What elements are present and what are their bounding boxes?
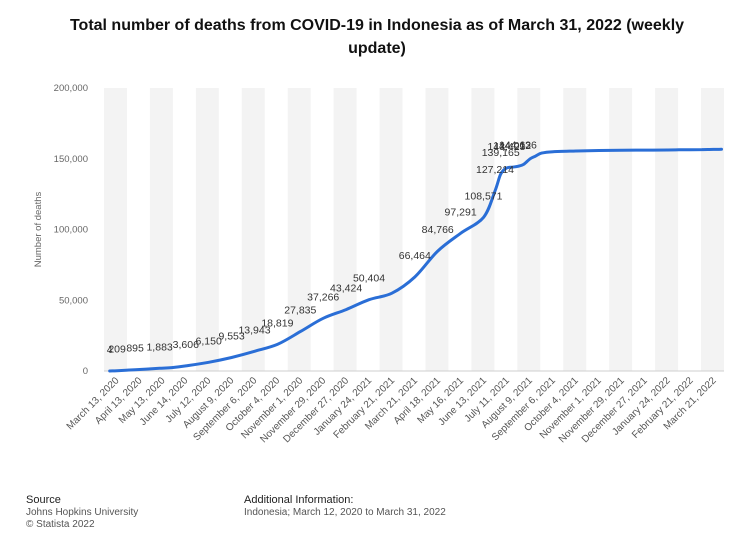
data-label: 127,214 — [476, 164, 514, 176]
grid-band — [195, 88, 219, 371]
data-label: 37,266 — [307, 291, 339, 303]
line-chart: 0 50,000 100,000 150,000 200,000 Number of de… — [33, 83, 724, 445]
data-label: 139,165 — [482, 147, 520, 159]
data-label: 144,012 — [493, 140, 531, 152]
grid-band — [517, 88, 541, 371]
grid-band — [149, 88, 173, 371]
source-line: Johns Hopkins University — [26, 506, 139, 518]
y-axis-title: Number of deaths — [33, 191, 44, 267]
additional-info-heading: Additional Information: — [244, 494, 354, 506]
y-tick-label: 0 — [83, 366, 88, 377]
copyright-line: © Statista 2022 — [26, 519, 95, 530]
grid-band — [379, 88, 403, 371]
data-label: 50,404 — [353, 273, 385, 285]
chart-title: Total number of deaths from COVID-19 in … — [69, 17, 685, 57]
data-label: 43,424 — [330, 283, 362, 295]
y-tick-label: 200,000 — [54, 83, 88, 94]
grid-band — [655, 88, 679, 371]
grid-band — [471, 88, 495, 371]
y-tick-label: 100,000 — [54, 225, 88, 236]
data-label: 18,819 — [261, 317, 293, 329]
data-label: 9,553 — [218, 330, 244, 342]
series-line — [108, 147, 723, 373]
grid-band — [425, 88, 449, 371]
source-heading: Source — [26, 494, 61, 506]
y-tick-label: 50,000 — [59, 295, 88, 306]
grid-band — [104, 88, 127, 371]
data-label: 27,835 — [284, 305, 316, 317]
grid-band — [333, 88, 357, 371]
additional-info-block: Additional Information: Indonesia; March… — [244, 494, 446, 519]
data-label: 1,883 — [146, 341, 172, 353]
data-label: 97,291 — [445, 206, 477, 218]
grid-band — [241, 88, 265, 371]
data-label: 66,464 — [399, 250, 431, 262]
data-label: 209 — [108, 344, 126, 356]
source-block: Source Johns Hopkins University © Statis… — [26, 494, 138, 532]
grid-band — [609, 88, 633, 371]
data-label: 108,571 — [465, 190, 503, 202]
data-label: 3,606 — [173, 339, 199, 351]
data-label: 144,636 — [499, 139, 537, 151]
grid-band — [701, 88, 724, 371]
data-label: 143,423 — [487, 141, 525, 153]
data-label: 4 — [107, 344, 113, 356]
y-tick-label: 150,000 — [54, 154, 88, 165]
data-label: 6,150 — [196, 335, 222, 347]
data-label: 895 — [126, 343, 144, 355]
data-label: 84,766 — [422, 224, 454, 236]
grid-band — [563, 88, 587, 371]
additional-info-line: Indonesia; March 12, 2020 to March 31, 2… — [244, 506, 446, 518]
grid-band — [287, 88, 311, 371]
data-label: 13,943 — [238, 324, 270, 336]
